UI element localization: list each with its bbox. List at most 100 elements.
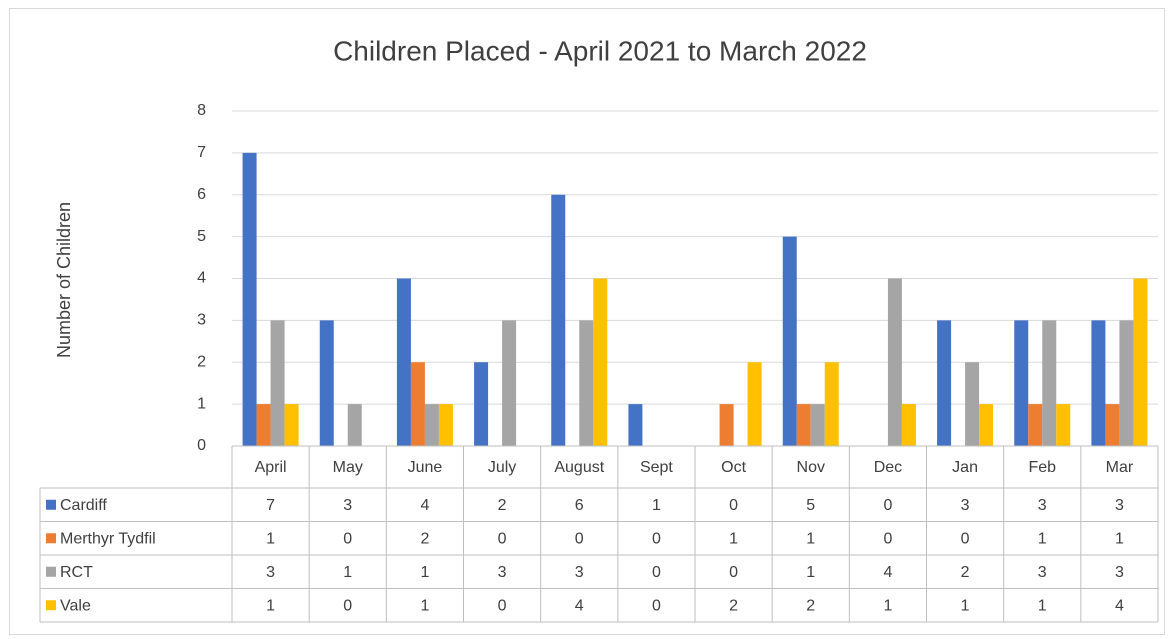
bar bbox=[502, 320, 517, 446]
x-tick-label: Oct bbox=[721, 459, 746, 476]
bar bbox=[1014, 320, 1029, 446]
table-cell: 0 bbox=[652, 564, 661, 581]
table-cell: 1 bbox=[883, 597, 892, 614]
table-cell: 2 bbox=[806, 597, 815, 614]
table-cell: 1 bbox=[806, 530, 815, 547]
table-cell: 2 bbox=[729, 597, 738, 614]
table-cell: 3 bbox=[266, 564, 275, 581]
bar bbox=[593, 278, 608, 446]
y-tick-label: 8 bbox=[197, 102, 206, 119]
table-cell: 2 bbox=[961, 564, 970, 581]
table-cell: 0 bbox=[883, 497, 892, 514]
y-tick-label: 2 bbox=[197, 353, 206, 370]
table-cell: 1 bbox=[343, 564, 352, 581]
legend-label: Vale bbox=[60, 597, 91, 614]
x-tick-label: Sept bbox=[640, 459, 673, 476]
table-cell: 3 bbox=[343, 497, 352, 514]
table-cell: 3 bbox=[1115, 497, 1124, 514]
table-cell: 0 bbox=[729, 564, 738, 581]
table-cell: 1 bbox=[806, 564, 815, 581]
table-cell: 1 bbox=[266, 597, 275, 614]
bar bbox=[810, 404, 825, 446]
table-cell: 0 bbox=[883, 530, 892, 547]
x-tick-label: Feb bbox=[1028, 459, 1056, 476]
table-cell: 7 bbox=[266, 497, 275, 514]
x-tick-label: July bbox=[488, 459, 516, 476]
bar bbox=[474, 362, 489, 446]
y-tick-label: 4 bbox=[197, 270, 206, 287]
table-cell: 0 bbox=[961, 530, 970, 547]
y-tick-label: 1 bbox=[197, 395, 206, 412]
table-cell: 0 bbox=[652, 530, 661, 547]
bar bbox=[347, 404, 362, 446]
table-cell: 0 bbox=[343, 597, 352, 614]
table-cell: 1 bbox=[1038, 597, 1047, 614]
x-tick-label: May bbox=[333, 459, 363, 476]
table-cell: 1 bbox=[1038, 530, 1047, 547]
table-cell: 3 bbox=[1115, 564, 1124, 581]
bar bbox=[284, 404, 299, 446]
bar bbox=[256, 404, 271, 446]
legend-label: Cardiff bbox=[60, 497, 107, 514]
table-cell: 1 bbox=[652, 497, 661, 514]
table-cell: 3 bbox=[1038, 564, 1047, 581]
table-cell: 1 bbox=[1115, 530, 1124, 547]
table-cell: 1 bbox=[420, 597, 429, 614]
bar bbox=[1091, 320, 1106, 446]
y-tick-label: 0 bbox=[197, 437, 206, 454]
table-cell: 0 bbox=[498, 530, 507, 547]
bar bbox=[747, 362, 762, 446]
legend-label: Merthyr Tydfil bbox=[60, 530, 156, 547]
bar bbox=[1133, 278, 1148, 446]
legend-swatch bbox=[46, 600, 56, 611]
y-tick-label: 7 bbox=[197, 144, 206, 161]
bar bbox=[242, 152, 257, 446]
table-cell: 1 bbox=[266, 530, 275, 547]
bar bbox=[396, 278, 411, 446]
table-cell: 0 bbox=[652, 597, 661, 614]
bar bbox=[796, 404, 811, 446]
y-tick-label: 5 bbox=[197, 228, 206, 245]
bar bbox=[782, 236, 797, 446]
x-tick-label: Nov bbox=[797, 459, 825, 476]
table-cell: 0 bbox=[498, 597, 507, 614]
bar bbox=[719, 404, 734, 446]
table-cell: 1 bbox=[729, 530, 738, 547]
table-cell: 0 bbox=[343, 530, 352, 547]
chart-title: Children Placed - April 2021 to March 20… bbox=[333, 35, 867, 66]
table-cell: 2 bbox=[420, 530, 429, 547]
table-cell: 3 bbox=[1038, 497, 1047, 514]
bar bbox=[901, 404, 916, 446]
bar bbox=[270, 320, 285, 446]
x-tick-label: April bbox=[255, 459, 287, 476]
bar bbox=[438, 404, 453, 446]
table-cell: 4 bbox=[420, 497, 429, 514]
legend-swatch bbox=[46, 533, 56, 544]
bar bbox=[1105, 404, 1120, 446]
bar bbox=[887, 278, 902, 446]
table-cell: 6 bbox=[575, 497, 584, 514]
x-tick-label: Mar bbox=[1106, 459, 1134, 476]
x-tick-label: June bbox=[408, 459, 443, 476]
bar bbox=[979, 404, 994, 446]
bar bbox=[424, 404, 439, 446]
bar bbox=[410, 362, 425, 446]
bar bbox=[824, 362, 839, 446]
table-cell: 2 bbox=[498, 497, 507, 514]
y-tick-label: 6 bbox=[197, 186, 206, 203]
legend-swatch bbox=[46, 566, 56, 577]
table-cell: 3 bbox=[575, 564, 584, 581]
table-cell: 3 bbox=[961, 497, 970, 514]
x-tick-label: Jan bbox=[952, 459, 978, 476]
bar bbox=[1028, 404, 1043, 446]
legend-swatch bbox=[46, 499, 56, 510]
y-axis-label: Number of Children bbox=[54, 202, 74, 358]
table-cell: 4 bbox=[883, 564, 892, 581]
table-cell: 4 bbox=[1115, 597, 1124, 614]
table-cell: 5 bbox=[806, 497, 815, 514]
legend-label: RCT bbox=[60, 564, 93, 581]
x-tick-label: Dec bbox=[874, 459, 902, 476]
table-cell: 0 bbox=[575, 530, 584, 547]
table-cell: 0 bbox=[729, 497, 738, 514]
